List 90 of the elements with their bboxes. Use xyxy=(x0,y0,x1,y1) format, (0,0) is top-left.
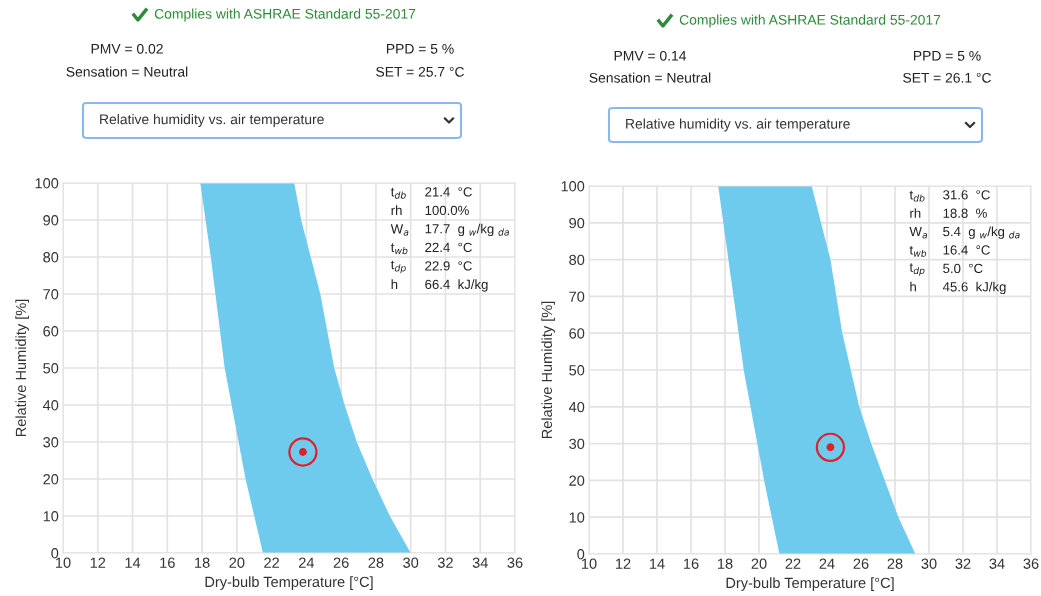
x-tick-label: 36 xyxy=(507,557,523,568)
y-tick-label: 70 xyxy=(569,291,585,302)
y-axis-title: Relative Humidity [%] xyxy=(15,299,29,437)
y-tick-label: 0 xyxy=(51,548,59,559)
annotation: t$_{wb}$ xyxy=(390,243,408,255)
annotation: W$_{a}$ xyxy=(909,227,928,239)
annotation: 45.6 kJ/kg xyxy=(942,281,1006,295)
annotation: 66.4 kJ/kg xyxy=(425,279,488,292)
y-tick-label: 50 xyxy=(569,365,585,376)
x-tick-label: 34 xyxy=(989,558,1005,569)
chart-title: Complies with ASHRAE Standard 55-2017 xyxy=(679,14,941,28)
y-tick-label: 0 xyxy=(577,549,585,560)
text: PPD = 5 % xyxy=(386,43,454,54)
annotation: 31.6 °C xyxy=(943,190,990,200)
annotation: t$_{dp}$ xyxy=(390,260,406,274)
annotation: 16.4 °C xyxy=(943,245,990,255)
annotation: t$_{wb}$ xyxy=(909,245,927,257)
annotation: t$_{db}$ xyxy=(909,190,925,202)
annotation: 22.9 °C xyxy=(425,261,472,271)
x-tick-label: 18 xyxy=(718,558,733,569)
text: PMV = 0.02 xyxy=(91,43,163,54)
y-tick-label: 30 xyxy=(569,438,585,450)
y-tick-label: 10 xyxy=(569,512,585,523)
annotation: 21.4 °C xyxy=(425,187,472,197)
x-tick-label: 28 xyxy=(887,558,903,569)
x-tick-label: 10 xyxy=(582,558,597,569)
x-tick-label: 34 xyxy=(472,557,488,568)
x-axis-title: Dry-bulb Temperature [°C] xyxy=(205,576,373,590)
y-tick-label: 60 xyxy=(43,326,59,337)
annotation: W$_{a}$ xyxy=(390,224,409,236)
annotation: 5.4 g $_{w}$/kg $_{da}$ xyxy=(943,226,1020,239)
y-tick-label: 70 xyxy=(43,289,59,300)
x-tick-label: 14 xyxy=(125,557,141,568)
x-tick-label: 28 xyxy=(368,557,384,568)
x-tick-label: 22 xyxy=(264,557,279,568)
x-tick-label: 32 xyxy=(955,558,971,569)
annotation: rh xyxy=(391,205,402,215)
y-tick-label: 20 xyxy=(43,474,59,485)
x-tick-label: 36 xyxy=(1023,558,1039,569)
text: Relative humidity vs. air temperature xyxy=(626,118,850,132)
x-tick-label: 24 xyxy=(299,557,315,568)
x-axis-title: Dry-bulb Temperature [°C] xyxy=(726,577,894,591)
y-tick-label: 80 xyxy=(43,252,59,263)
text: SET = 25.7 °C xyxy=(376,66,465,77)
x-tick-label: 20 xyxy=(751,558,767,569)
text: Relative humidity vs. air temperature xyxy=(100,114,324,127)
y-tick-label: 20 xyxy=(569,475,585,486)
y-tick-label: 90 xyxy=(43,215,59,226)
annotation: 22.4 °C xyxy=(425,242,472,253)
x-tick-label: 14 xyxy=(650,558,665,569)
x-tick-label: 12 xyxy=(616,558,631,569)
y-tick-label: 100 xyxy=(561,181,585,192)
annotation: 17.7 g $_{w}$/kg $_{da}$ xyxy=(425,223,509,237)
y-tick-label: 10 xyxy=(43,511,59,522)
y-tick-label: 80 xyxy=(569,254,585,266)
x-tick-label: 32 xyxy=(437,557,453,568)
annotation: 5.0 °C xyxy=(943,263,983,274)
y-axis-title: Relative Humidity [%] xyxy=(541,301,555,439)
y-tick-label: 40 xyxy=(568,401,585,413)
y-tick-label: 60 xyxy=(569,328,585,339)
text: SET = 26.1 °C xyxy=(903,72,992,83)
y-tick-label: 90 xyxy=(569,217,585,229)
y-tick-label: 30 xyxy=(43,437,59,448)
annotation: 18.8 % xyxy=(943,208,987,218)
text: Sensation = Neutral xyxy=(589,72,711,83)
y-tick-label: 40 xyxy=(42,400,59,411)
text: PMV = 0.14 xyxy=(614,50,687,61)
annotation: rh xyxy=(910,208,921,218)
x-tick-label: 26 xyxy=(853,558,869,569)
x-tick-label: 22 xyxy=(785,558,801,569)
y-tick-label: 100 xyxy=(35,178,59,189)
x-tick-label: 30 xyxy=(403,557,419,568)
y-tick-label: 50 xyxy=(43,363,59,374)
x-tick-label: 20 xyxy=(229,557,245,568)
x-tick-label: 10 xyxy=(56,557,71,568)
x-tick-label: 26 xyxy=(333,557,349,568)
x-tick-label: 24 xyxy=(819,558,835,569)
x-tick-label: 30 xyxy=(921,558,937,569)
annotation: t$_{dp}$ xyxy=(909,263,925,276)
annotation: h xyxy=(910,281,916,292)
text: PPD = 5 % xyxy=(913,50,981,61)
text: Sensation = Neutral xyxy=(66,66,188,77)
annotation: h xyxy=(391,279,398,289)
x-tick-label: 16 xyxy=(160,557,175,568)
x-tick-label: 12 xyxy=(90,557,106,568)
x-tick-label: 18 xyxy=(195,557,210,568)
chart-title: Complies with ASHRAE Standard 55-2017 xyxy=(154,8,416,22)
annotation: 100.0% xyxy=(425,205,469,216)
annotation: t$_{db}$ xyxy=(390,187,406,199)
x-tick-label: 16 xyxy=(684,558,699,569)
